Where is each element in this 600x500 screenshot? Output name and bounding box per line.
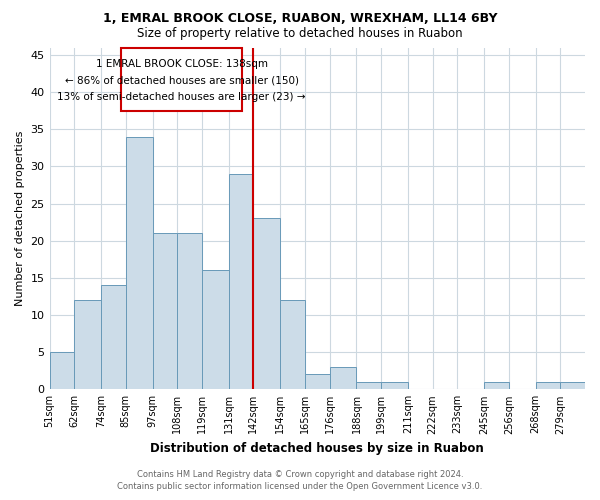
Bar (329, 367, 356, 390)
Bar (126, 136, 152, 390)
Bar (280, 300, 305, 390)
Bar (50, 352, 74, 390)
Bar (101, 286, 126, 390)
Y-axis label: Number of detached properties: Number of detached properties (15, 130, 25, 306)
Text: Contains HM Land Registry data © Crown copyright and database right 2024.
Contai: Contains HM Land Registry data © Crown c… (118, 470, 482, 491)
Bar (229, 174, 253, 390)
Text: 1, EMRAL BROOK CLOSE, RUABON, WREXHAM, LL14 6BY: 1, EMRAL BROOK CLOSE, RUABON, WREXHAM, L… (103, 12, 497, 26)
Bar (536, 382, 560, 390)
Bar (202, 270, 229, 390)
Text: ← 86% of detached houses are smaller (150): ← 86% of detached houses are smaller (15… (65, 76, 299, 86)
Text: 13% of semi-detached houses are larger (23) →: 13% of semi-detached houses are larger (… (58, 92, 306, 102)
Text: 1 EMRAL BROOK CLOSE: 138sqm: 1 EMRAL BROOK CLOSE: 138sqm (96, 58, 268, 68)
Text: Size of property relative to detached houses in Ruabon: Size of property relative to detached ho… (137, 28, 463, 40)
Bar (305, 374, 329, 390)
Bar (484, 382, 509, 390)
Bar (560, 382, 585, 390)
Bar (381, 382, 408, 390)
Bar (177, 234, 202, 390)
Bar (152, 234, 177, 390)
X-axis label: Distribution of detached houses by size in Ruabon: Distribution of detached houses by size … (151, 442, 484, 455)
Bar (356, 382, 381, 390)
Bar (253, 218, 280, 390)
Bar (74, 300, 101, 390)
FancyBboxPatch shape (121, 48, 242, 110)
